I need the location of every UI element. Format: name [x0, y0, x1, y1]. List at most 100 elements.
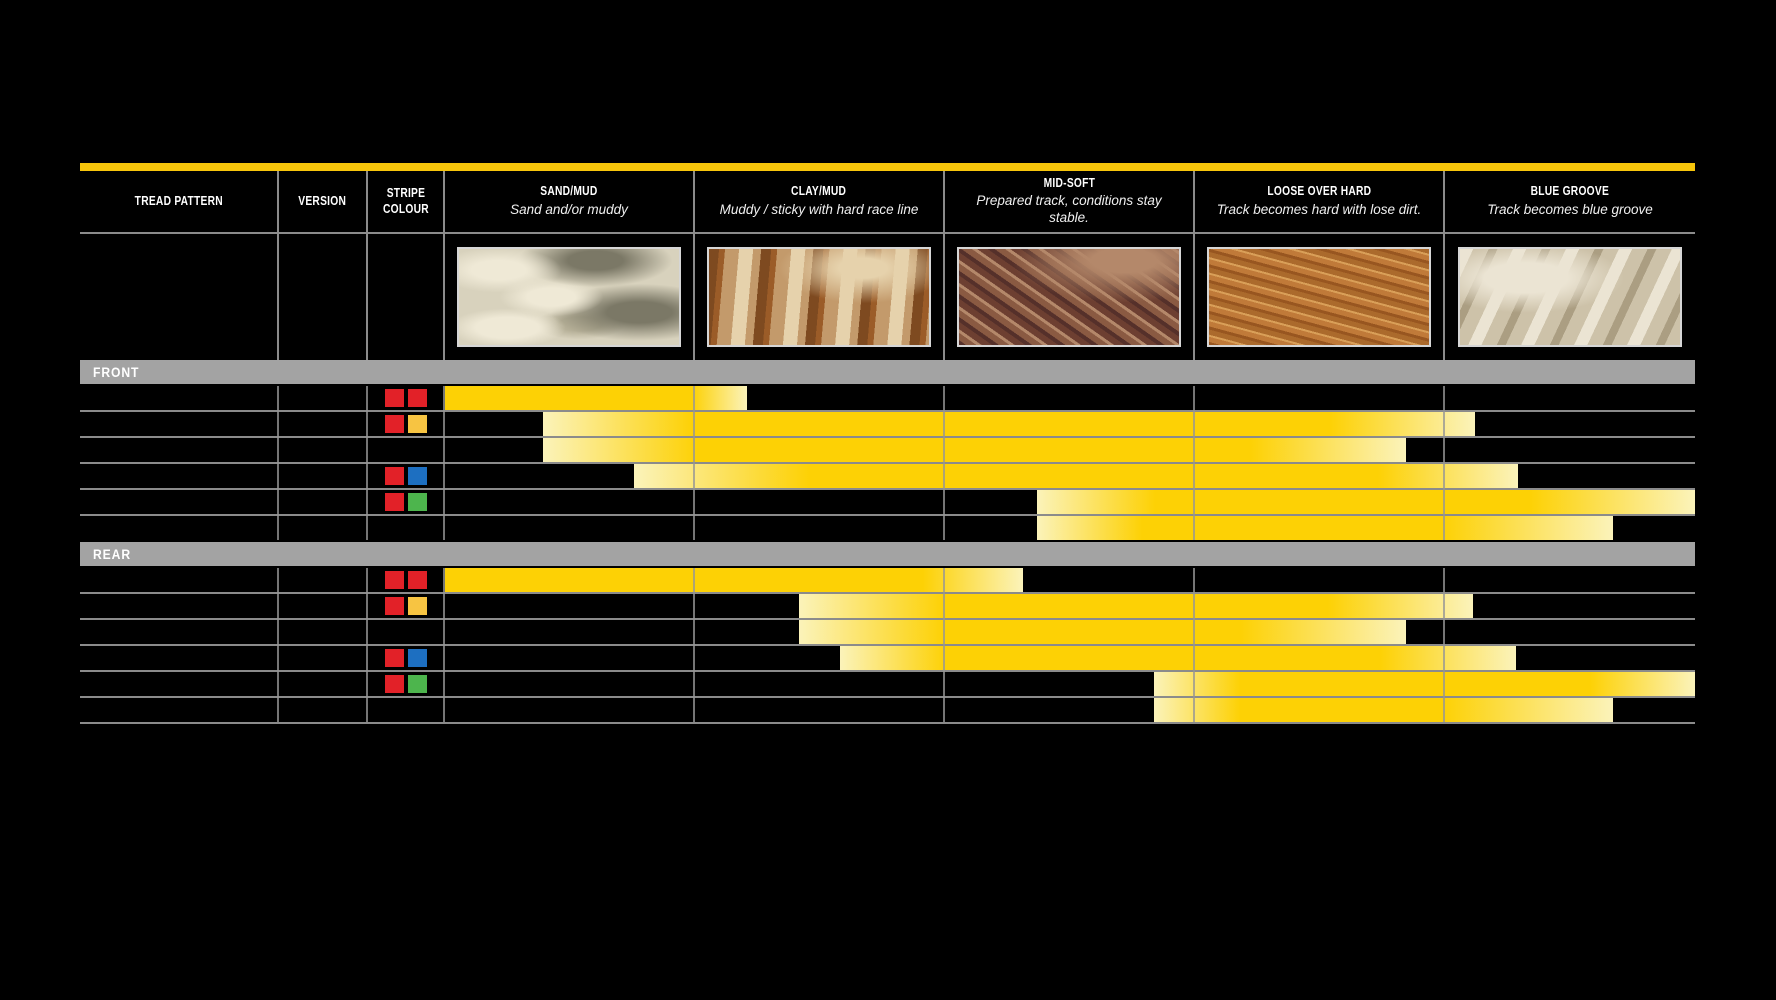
photo-cell	[1195, 234, 1445, 360]
clay-mud-photo	[707, 247, 931, 347]
stripe-swatch-red	[384, 467, 404, 485]
stripe-colour-cell	[368, 464, 443, 488]
column-divider	[443, 386, 445, 540]
tyre-row	[80, 386, 1695, 410]
column-subtitle: Sand and/or muddy	[510, 201, 628, 217]
row-separator	[80, 696, 1695, 698]
tyre-row	[80, 594, 1695, 618]
column-subtitle: Prepared track, conditions stay stable.	[976, 193, 1162, 226]
row-separator	[80, 488, 1695, 490]
row-separator	[80, 670, 1695, 672]
tyre-row	[80, 516, 1695, 540]
column-divider	[1443, 386, 1445, 540]
row-separator	[80, 436, 1695, 438]
stripe-swatch-red	[407, 389, 427, 407]
stripe-swatch-red	[407, 571, 427, 589]
header-cell-bluegroove: BLUE GROOVE Track becomes blue groove	[1445, 171, 1695, 232]
column-divider	[693, 386, 695, 540]
section-rear: REAR	[80, 542, 1695, 722]
condition-range-bar	[543, 412, 1475, 436]
stripe-colour-cell	[368, 490, 443, 514]
condition-range-bar	[840, 646, 1516, 670]
stripe-swatch-yellow	[407, 415, 427, 433]
column-divider	[277, 568, 279, 722]
separator	[80, 540, 1695, 542]
column-divider	[443, 568, 445, 722]
column-divider	[693, 568, 695, 722]
header-cell-tread: TREAD PATTERN	[80, 171, 279, 232]
header-cell-version: VERSION	[279, 171, 368, 232]
condition-range-bar	[799, 594, 1473, 618]
section-rows	[80, 568, 1695, 722]
accent-bar	[80, 163, 1695, 171]
stripe-swatch-red	[384, 389, 404, 407]
column-title: LOOSE OVER HARD	[1267, 184, 1371, 199]
tyre-row	[80, 698, 1695, 722]
condition-range-bar	[799, 620, 1406, 644]
stripe-swatch-red	[384, 493, 404, 511]
stripe-swatch-red	[384, 675, 404, 693]
tyre-row	[80, 646, 1695, 670]
stripe-swatch-red	[384, 415, 404, 433]
stripe-colour-cell	[368, 568, 443, 592]
condition-range-bar	[1154, 672, 1695, 696]
tyre-row	[80, 620, 1695, 644]
column-subtitle: Muddy / sticky with hard race line	[719, 201, 919, 217]
stripe-colour-cell	[368, 412, 443, 436]
loose-over-hard-photo	[1207, 247, 1431, 347]
row-separator	[80, 462, 1695, 464]
column-divider	[1443, 568, 1445, 722]
header-row: TREAD PATTERN VERSION STRIPE COLOUR SAND…	[80, 171, 1695, 234]
photo-cell	[445, 234, 695, 360]
condition-range-bar	[634, 464, 1518, 488]
condition-range-bar	[1154, 698, 1613, 722]
column-divider	[943, 568, 945, 722]
section-band: FRONT	[80, 360, 1695, 384]
column-title: CLAY/MUD	[791, 184, 847, 199]
sections-container: FRONT REAR	[80, 360, 1695, 722]
tyre-row	[80, 672, 1695, 696]
photo-cell	[1445, 234, 1695, 360]
stripe-colour-cell	[368, 646, 443, 670]
column-divider	[1193, 386, 1195, 540]
condition-range-bar	[445, 568, 1023, 592]
section-rows	[80, 386, 1695, 540]
column-title: BLUE GROOVE	[1530, 184, 1610, 199]
photo-cell	[695, 234, 945, 360]
stripe-colour-cell	[368, 594, 443, 618]
stripe-swatch-blue	[407, 467, 427, 485]
tyre-row	[80, 412, 1695, 436]
tyre-row	[80, 490, 1695, 514]
condition-range-bar	[445, 386, 747, 410]
header-cell-looseoverhard: LOOSE OVER HARD Track becomes hard with …	[1195, 171, 1445, 232]
stripe-swatch-red	[384, 597, 404, 615]
tyre-row	[80, 438, 1695, 462]
stripe-colour-cell	[368, 672, 443, 696]
header-cell-sand: SAND/MUD Sand and/or muddy	[445, 171, 695, 232]
section-label: REAR	[93, 546, 132, 562]
stripe-swatch-green	[407, 493, 427, 511]
column-title: VERSION	[298, 193, 347, 208]
row-separator	[80, 514, 1695, 516]
empty-cell-stripe	[368, 234, 445, 360]
column-subtitle: Track becomes hard with lose dirt.	[1216, 201, 1422, 217]
column-title: SAND/MUD	[540, 184, 598, 199]
column-divider	[366, 568, 368, 722]
section-band: REAR	[80, 542, 1695, 566]
column-divider	[1193, 568, 1195, 722]
tyre-row	[80, 464, 1695, 488]
column-divider	[366, 386, 368, 540]
photo-cell	[945, 234, 1195, 360]
section-label: FRONT	[93, 364, 140, 380]
stripe-swatch-red	[384, 649, 404, 667]
mid-soft-photo	[957, 247, 1181, 347]
row-separator	[80, 410, 1695, 412]
stripe-swatch-red	[384, 571, 404, 589]
column-subtitle: Track becomes blue groove	[1487, 201, 1653, 217]
terrain-photo-row	[80, 234, 1695, 360]
row-separator	[80, 644, 1695, 646]
column-title: STRIPE COLOUR	[382, 185, 429, 216]
row-separator	[80, 618, 1695, 620]
condition-range-bar	[543, 438, 1406, 462]
